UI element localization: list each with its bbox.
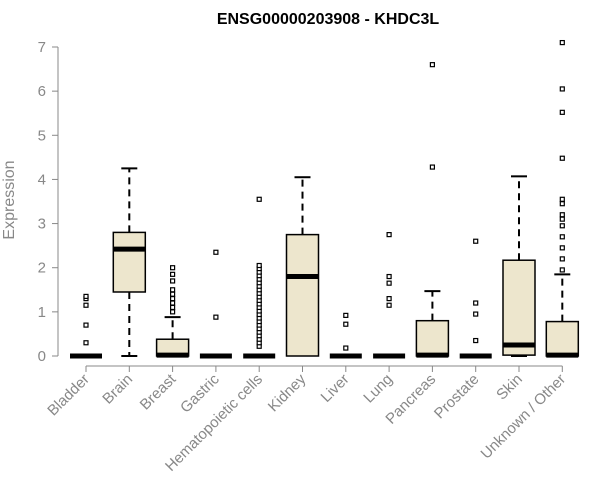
x-tick-label: Skin (493, 371, 526, 404)
outlier-point (473, 337, 479, 344)
x-tick-label: Breast (137, 370, 180, 413)
outlier-point (170, 265, 176, 271)
box-hematopoietic-cells (243, 196, 276, 359)
x-tick-label: Lung (360, 371, 396, 407)
box-iqr (112, 231, 147, 293)
outlier-point (559, 86, 565, 92)
outlier-point (559, 155, 565, 161)
y-tick-label: 3 (38, 216, 46, 233)
box-brain (112, 167, 147, 357)
box-pancreas (415, 62, 450, 358)
outlier-point (213, 249, 219, 255)
x-tick-label: Prostate (431, 371, 483, 423)
box-iqr (285, 233, 320, 357)
box-unknown-other (545, 39, 580, 358)
box-iqr (545, 320, 580, 357)
outlier-point (83, 340, 89, 346)
outlier-point (343, 312, 349, 318)
outlier-point (83, 302, 89, 308)
outlier-point (83, 293, 89, 300)
outlier-point (386, 280, 392, 286)
box-kidney (285, 176, 320, 357)
outlier-point (170, 291, 176, 297)
outlier-point (473, 238, 479, 244)
outlier-point (473, 300, 479, 306)
box-liver (329, 312, 362, 359)
x-tick-label: Brain (99, 371, 136, 408)
outlier-point (473, 311, 479, 317)
outlier-point (170, 309, 176, 315)
outlier-point (429, 164, 435, 170)
outlier-point (559, 212, 565, 218)
outlier-point (170, 278, 176, 284)
y-tick-label: 1 (38, 304, 46, 321)
outlier-point (559, 223, 565, 229)
box-breast (155, 265, 190, 358)
outlier-point (559, 234, 565, 240)
box-lung (373, 232, 406, 359)
outlier-point (429, 62, 435, 68)
box-gastric (199, 249, 232, 359)
box-iqr (502, 259, 536, 356)
outlier-point (559, 245, 565, 251)
outlier-point (170, 304, 176, 311)
outlier-point (343, 345, 349, 351)
y-tick-label: 5 (38, 127, 46, 144)
outlier-point (170, 287, 176, 293)
outlier-point (386, 302, 392, 308)
y-tick-label: 2 (38, 260, 46, 277)
outlier-point (559, 196, 565, 202)
x-tick-label: Kidney (265, 370, 310, 415)
outlier-point (386, 273, 392, 280)
outlier-point (256, 196, 262, 202)
y-tick-label: 4 (38, 171, 46, 188)
y-axis-label: Expression (1, 160, 18, 239)
x-tick-label: Bladder (44, 371, 93, 420)
y-tick-label: 6 (38, 83, 46, 100)
outlier-point (170, 271, 176, 277)
outlier-point (170, 296, 176, 302)
outlier-point (559, 256, 565, 262)
chart-title: ENSG00000203908 - KHDC3L (217, 11, 440, 28)
outlier-point (559, 109, 565, 115)
outlier-point (559, 216, 565, 222)
box-skin (502, 175, 536, 357)
outlier-point (386, 232, 392, 238)
outlier-point (213, 314, 219, 320)
outlier-point (170, 300, 176, 306)
outlier-point (386, 296, 392, 302)
outlier-point (559, 267, 565, 273)
box-prostate (459, 238, 492, 359)
outlier-point (256, 262, 262, 269)
box-bladder (70, 293, 102, 359)
outlier-point (343, 321, 349, 327)
y-tick-label: 0 (38, 348, 46, 365)
outlier-point (559, 39, 565, 46)
outlier-point (559, 201, 565, 207)
y-tick-label: 7 (38, 39, 46, 56)
outlier-point (83, 322, 89, 328)
x-tick-label: Liver (318, 371, 353, 406)
box-iqr (415, 319, 450, 357)
